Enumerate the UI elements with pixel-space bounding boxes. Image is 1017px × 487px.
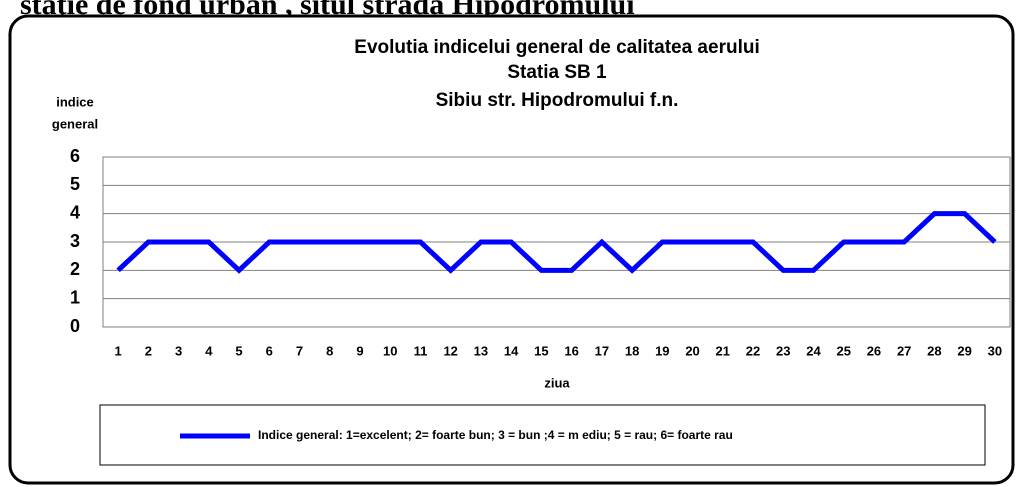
x-tick-label: 8 [326,343,333,358]
x-tick-label: 14 [504,343,519,358]
y-tick-label: 3 [70,231,80,251]
x-tick-label: 6 [266,343,273,358]
x-tick-label: 15 [534,343,548,358]
y-axis-label: indice [56,94,94,109]
x-tick-label: 5 [235,343,242,358]
x-tick-label: 2 [145,343,152,358]
chart-title: Sibiu str. Hipodromului f.n. [436,90,679,111]
x-tick-label: 9 [356,343,363,358]
x-tick-label: 25 [836,343,850,358]
x-tick-label: 29 [957,343,971,358]
chart-title: Statia SB 1 [507,62,607,83]
x-tick-label: 21 [716,343,730,358]
x-tick-label: 7 [296,343,303,358]
x-tick-label: 30 [988,343,1002,358]
y-tick-label: 5 [70,174,80,194]
x-tick-label: 10 [383,343,397,358]
x-tick-label: 28 [927,343,941,358]
y-tick-label: 1 [70,287,80,307]
x-tick-label: 18 [625,343,639,358]
y-tick-label: 2 [70,259,80,279]
data-line [116,211,997,274]
x-tick-label: 23 [776,343,790,358]
x-tick-label: 26 [867,343,881,358]
chart-title: Evolutia indicelui general de calitatea … [354,37,759,58]
x-tick-label: 11 [414,343,428,358]
x-tick-label: 1 [114,343,121,358]
legend-label: Indice general: 1=excelent; 2= foarte bu… [258,428,733,442]
x-tick-label: 4 [205,343,213,358]
x-tick-label: 22 [746,343,760,358]
y-tick-label: 0 [70,316,80,336]
x-tick-label: 17 [595,343,609,358]
x-tick-label: 3 [175,343,182,358]
x-tick-label: 16 [564,343,578,358]
x-tick-label: 24 [806,343,821,358]
x-axis-label: ziua [544,375,570,390]
x-tick-label: 27 [897,343,911,358]
y-axis-label: general [52,116,98,131]
x-tick-label: 20 [685,343,699,358]
y-tick-label: 4 [70,202,80,222]
x-tick-label: 19 [655,343,669,358]
x-tick-label: 12 [443,343,457,358]
x-tick-label: 13 [474,343,488,358]
y-tick-label: 6 [70,146,80,166]
